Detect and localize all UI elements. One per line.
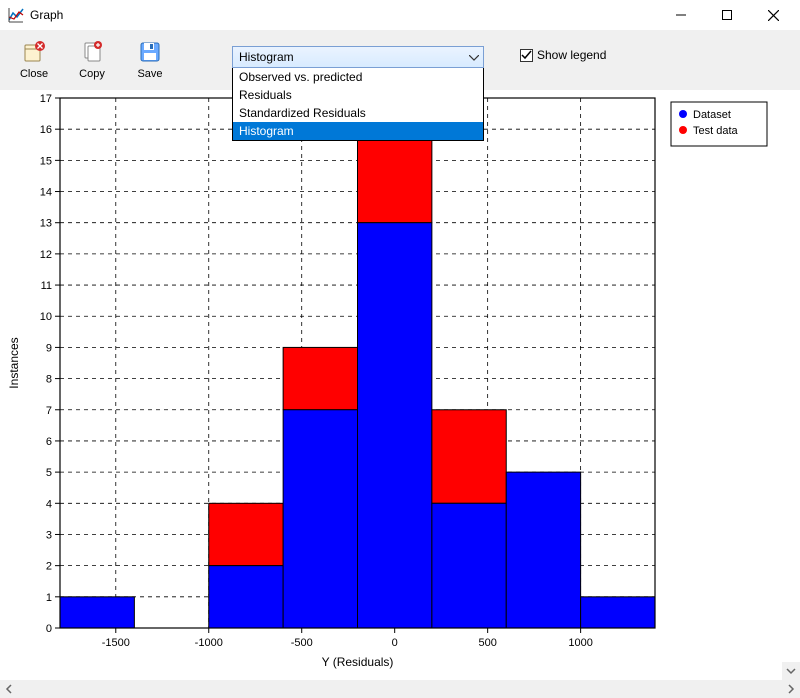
- svg-text:Test data: Test data: [693, 125, 739, 137]
- chart-region: 01234567891011121314151617-1500-1000-500…: [0, 90, 800, 680]
- svg-text:Dataset: Dataset: [693, 109, 731, 121]
- copy-icon: [80, 40, 104, 64]
- svg-text:-500: -500: [291, 637, 313, 649]
- svg-text:3: 3: [46, 529, 52, 541]
- svg-text:1: 1: [46, 592, 52, 604]
- dropdown-option[interactable]: Residuals: [233, 86, 483, 104]
- svg-text:0: 0: [392, 637, 398, 649]
- svg-text:10: 10: [40, 311, 52, 323]
- minimize-button[interactable]: [658, 0, 704, 30]
- chart-type-dropdown-wrap: Histogram Observed vs. predictedResidual…: [232, 46, 484, 68]
- svg-text:13: 13: [40, 218, 52, 230]
- graph-app-icon: [8, 7, 24, 23]
- svg-text:5: 5: [46, 467, 52, 479]
- svg-text:2: 2: [46, 561, 52, 573]
- svg-text:4: 4: [46, 498, 52, 510]
- save-button[interactable]: Save: [130, 40, 170, 80]
- svg-text:Y (Residuals): Y (Residuals): [322, 655, 394, 669]
- dropdown-option[interactable]: Observed vs. predicted: [233, 68, 483, 86]
- chart-type-dropdown[interactable]: Histogram: [232, 46, 484, 68]
- svg-text:6: 6: [46, 436, 52, 448]
- svg-text:1000: 1000: [568, 637, 592, 649]
- scroll-left-arrow-icon[interactable]: [0, 680, 18, 698]
- svg-text:14: 14: [40, 187, 52, 199]
- svg-text:8: 8: [46, 374, 52, 386]
- copy-button-label: Copy: [79, 68, 105, 80]
- histogram-chart: 01234567891011121314151617-1500-1000-500…: [0, 90, 782, 680]
- scroll-right-arrow-icon[interactable]: [782, 680, 800, 698]
- svg-text:9: 9: [46, 342, 52, 354]
- svg-text:Instances: Instances: [7, 337, 21, 388]
- chart-type-dropdown-list[interactable]: Observed vs. predictedResidualsStandardi…: [232, 68, 484, 141]
- svg-text:0: 0: [46, 623, 52, 635]
- close-button-label: Close: [20, 68, 48, 80]
- chevron-down-icon: [469, 50, 479, 64]
- window: Graph Close: [0, 0, 800, 698]
- save-icon: [138, 40, 162, 64]
- toolbar: Close Copy Save: [0, 30, 800, 90]
- svg-text:11: 11: [41, 280, 52, 292]
- close-button[interactable]: Close: [14, 40, 54, 80]
- maximize-button[interactable]: [704, 0, 750, 30]
- svg-text:500: 500: [478, 637, 496, 649]
- show-legend-label: Show legend: [537, 48, 606, 62]
- horizontal-scrollbar[interactable]: [0, 680, 800, 698]
- dropdown-option[interactable]: Standardized Residuals: [233, 104, 483, 122]
- chart-type-selected: Histogram: [239, 50, 294, 64]
- svg-text:17: 17: [40, 93, 52, 105]
- window-title: Graph: [30, 8, 63, 22]
- svg-text:15: 15: [40, 155, 52, 167]
- copy-button[interactable]: Copy: [72, 40, 112, 80]
- show-legend-checkbox[interactable]: Show legend: [520, 48, 606, 62]
- save-button-label: Save: [137, 68, 162, 80]
- titlebar: Graph: [0, 0, 800, 30]
- svg-text:16: 16: [40, 124, 52, 136]
- svg-text:-1500: -1500: [102, 637, 130, 649]
- scroll-down-arrow-icon[interactable]: [782, 662, 800, 680]
- close-window-button[interactable]: [750, 0, 796, 30]
- dropdown-option[interactable]: Histogram: [233, 122, 483, 140]
- svg-text:-1000: -1000: [195, 637, 223, 649]
- checkbox-icon: [520, 49, 533, 62]
- svg-text:7: 7: [46, 405, 52, 417]
- close-icon: [22, 40, 46, 64]
- svg-text:12: 12: [40, 249, 52, 261]
